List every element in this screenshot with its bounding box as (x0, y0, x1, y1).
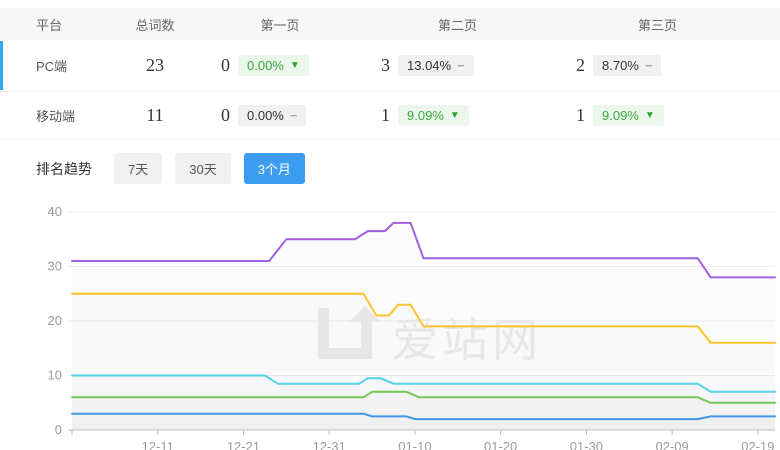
platform-table: 平台 总词数 第一页 第二页 第三页 PC端 23 0 0.00% ▼ 3 13… (0, 8, 780, 140)
x-axis-tick-label: 12-21 (227, 439, 260, 450)
page1-cell: 0 0.00% − (200, 105, 360, 126)
x-axis-tick-label: 02-19 (741, 439, 774, 450)
trend-toolbar: 排名趋势 7天 30天 3个月 (36, 153, 780, 184)
col-header-total-words: 总词数 (135, 17, 175, 33)
trend-section-title: 排名趋势 (36, 160, 92, 177)
trend-down-icon: ▼ (644, 109, 655, 121)
rank-line-cyan (71, 374, 776, 393)
x-axis-tick-label: 02-09 (655, 439, 688, 450)
y-axis-tick-label: 10 (48, 368, 62, 383)
page2-count: 3 (381, 55, 390, 75)
watermark-text: 爱站网 (392, 314, 542, 366)
col-header-platform: 平台 (36, 17, 63, 33)
page1-pct-badge: 0.00% − (238, 105, 307, 126)
rank-trend-chart-area: 0 10 20 30 40 爱站网 12-11 12-21 12-31 01-10 01-20 01-… (0, 196, 780, 450)
page1-pct-badge: 0.00% ▼ (238, 55, 309, 76)
trend-flat-icon: − (289, 108, 298, 123)
page3-pct-badge: 8.70% − (593, 55, 662, 76)
aizhan-logo-icon (318, 306, 381, 359)
x-axis-tick-label: 01-20 (484, 439, 517, 450)
pct-value: 8.70% (602, 58, 639, 73)
trend-down-icon: ▼ (449, 109, 460, 121)
trend-chart: 0 10 20 30 40 爱站网 12-11 12-21 12-31 01-10 01-20 01-… (48, 204, 776, 450)
total-words-value: 11 (146, 105, 164, 125)
pct-value: 0.00% (247, 108, 284, 123)
pct-value: 9.09% (407, 108, 444, 123)
y-axis-tick-label: 40 (48, 204, 62, 219)
page3-cell: 2 8.70% − (555, 55, 760, 76)
page1-count: 0 (221, 55, 230, 75)
page1-count: 0 (221, 105, 230, 125)
table-header-row: 平台 总词数 第一页 第二页 第三页 (0, 8, 780, 40)
y-axis-tick-label: 30 (48, 259, 62, 274)
y-axis-tick-label: 0 (55, 422, 62, 437)
pct-value: 9.09% (602, 108, 639, 123)
tab-7-days[interactable]: 7天 (114, 153, 163, 184)
total-words-value: 23 (146, 55, 164, 75)
table-row-pc[interactable]: PC端 23 0 0.00% ▼ 3 13.04% − 2 8.70% (0, 40, 780, 92)
tab-30-days[interactable]: 30天 (175, 153, 231, 184)
col-header-page2: 第二页 (437, 17, 477, 33)
page3-cell: 1 9.09% ▼ (555, 105, 760, 126)
page3-pct-badge: 9.09% ▼ (593, 105, 664, 126)
x-axis-tick-label: 01-30 (570, 439, 603, 450)
page2-count: 1 (381, 105, 390, 125)
keyword-rank-panel: 平台 总词数 第一页 第二页 第三页 PC端 23 0 0.00% ▼ 3 13… (0, 8, 780, 450)
trend-flat-icon: − (457, 58, 465, 73)
pct-value: 0.00% (247, 58, 284, 73)
rank-line-yellow (71, 292, 776, 344)
page1-cell: 0 0.00% ▼ (200, 55, 360, 76)
rank-line-blue (71, 412, 776, 421)
trend-down-icon: ▼ (289, 59, 300, 71)
trend-flat-icon: − (644, 58, 653, 73)
page3-count: 1 (576, 105, 585, 125)
x-axis-tick-label: 01-10 (398, 439, 431, 450)
x-axis-tick-label: 12-11 (142, 439, 174, 450)
platform-name: PC端 (36, 59, 68, 74)
page3-count: 2 (576, 55, 585, 75)
page2-cell: 1 9.09% ▼ (360, 105, 555, 126)
aizhan-watermark: 爱站网 (318, 306, 542, 366)
col-header-page1: 第一页 (260, 17, 300, 33)
platform-name: 移动端 (36, 109, 76, 124)
col-header-page3: 第三页 (637, 17, 677, 33)
x-axis-tick-label: 12-31 (313, 439, 346, 450)
rank-line-green (71, 390, 776, 404)
page2-pct-badge: 9.09% ▼ (398, 105, 469, 126)
tab-3-months[interactable]: 3个月 (243, 153, 305, 184)
rank-line-purple (71, 221, 776, 279)
table-row-mobile[interactable]: 移动端 11 0 0.00% − 1 9.09% ▼ 1 9.09% (0, 92, 780, 140)
page2-pct-badge: 13.04% − (398, 55, 474, 76)
y-axis-tick-label: 20 (48, 313, 62, 328)
pct-value: 13.04% (407, 58, 452, 73)
page2-cell: 3 13.04% − (360, 55, 555, 76)
